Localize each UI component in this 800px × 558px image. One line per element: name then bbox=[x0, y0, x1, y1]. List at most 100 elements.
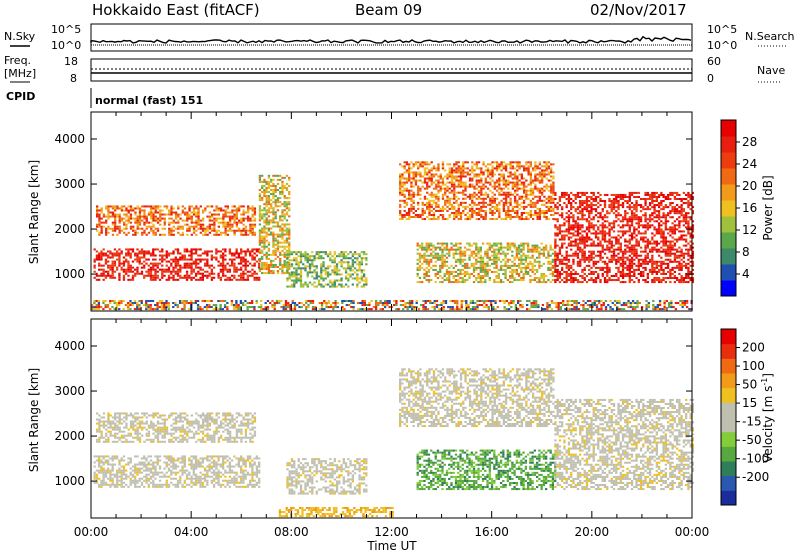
echo-cell bbox=[347, 286, 349, 288]
echo-cell bbox=[103, 226, 105, 228]
echo-cell bbox=[426, 192, 428, 194]
echo-cell bbox=[500, 190, 502, 192]
echo-cell bbox=[656, 243, 658, 245]
echo-cell bbox=[493, 245, 495, 247]
echo-cell bbox=[509, 267, 511, 269]
echo-cell bbox=[302, 284, 304, 286]
echo-cell bbox=[238, 209, 240, 211]
echo-cell bbox=[190, 254, 192, 256]
echo-cell bbox=[424, 188, 426, 190]
echo-cell bbox=[444, 184, 446, 186]
echo-cell bbox=[593, 204, 595, 206]
echo-cell bbox=[658, 249, 660, 251]
echo-cell bbox=[361, 271, 363, 273]
echo-cell bbox=[277, 250, 279, 252]
echo-cell bbox=[193, 261, 195, 263]
echo-cell bbox=[516, 194, 518, 196]
echo-cell bbox=[125, 226, 127, 228]
echo-cell bbox=[410, 210, 412, 212]
echo-cell bbox=[161, 248, 163, 250]
echo-cell bbox=[518, 216, 520, 218]
echo-cell bbox=[642, 208, 644, 210]
echo-cell bbox=[453, 182, 455, 184]
echo-cell bbox=[190, 250, 192, 252]
echo-cell bbox=[629, 234, 631, 236]
echo-cell bbox=[581, 214, 583, 216]
echo-cell bbox=[484, 251, 486, 253]
echo-cell bbox=[309, 263, 311, 265]
echo-cell bbox=[444, 208, 446, 210]
echo-cell bbox=[227, 205, 229, 207]
echo-cell bbox=[622, 257, 624, 259]
echo-cell bbox=[485, 192, 487, 194]
echo-cell bbox=[584, 253, 586, 255]
echo-cell bbox=[98, 224, 100, 226]
echo-cell bbox=[638, 216, 640, 218]
echo-cell bbox=[584, 239, 586, 241]
echo-cell bbox=[554, 241, 556, 243]
echo-cell bbox=[602, 232, 604, 234]
echo-cell bbox=[136, 254, 138, 256]
echo-cell bbox=[277, 221, 279, 223]
echo-cell bbox=[132, 230, 134, 232]
echo-cell bbox=[145, 259, 147, 261]
echo-cell bbox=[464, 271, 466, 273]
echo-cell bbox=[613, 202, 615, 204]
echo-cell bbox=[581, 194, 583, 196]
echo-cell bbox=[259, 189, 261, 191]
echo-cell bbox=[428, 163, 430, 165]
echo-cell bbox=[442, 178, 444, 180]
echo-cell bbox=[520, 261, 522, 263]
echo-cell bbox=[476, 161, 478, 163]
echo-cell bbox=[426, 163, 428, 165]
echo-cell bbox=[356, 263, 358, 265]
echo-cell bbox=[261, 266, 263, 268]
echo-cell bbox=[566, 277, 568, 279]
echo-cell bbox=[539, 188, 541, 190]
echo-cell bbox=[586, 265, 588, 267]
echo-cell bbox=[635, 249, 637, 251]
echo-cell bbox=[561, 239, 563, 241]
echo-cell bbox=[247, 279, 249, 281]
echo-cell bbox=[525, 180, 527, 182]
echo-cell bbox=[152, 234, 154, 236]
echo-cell bbox=[644, 208, 646, 210]
echo-cell bbox=[334, 253, 336, 255]
echo-cell bbox=[651, 212, 653, 214]
echo-cell bbox=[496, 161, 498, 163]
echo-cell bbox=[426, 261, 428, 263]
echo-cell bbox=[365, 282, 367, 284]
echo-cell bbox=[545, 281, 547, 283]
echo-cell bbox=[487, 196, 489, 198]
echo-cell bbox=[152, 230, 154, 232]
echo-cell bbox=[188, 267, 190, 269]
echo-cell bbox=[266, 183, 268, 185]
echo-cell bbox=[496, 186, 498, 188]
echo-cell bbox=[238, 207, 240, 209]
echo-cell bbox=[202, 228, 204, 230]
echo-cell bbox=[163, 271, 165, 273]
echo-cell bbox=[462, 269, 464, 271]
echo-cell bbox=[286, 230, 288, 232]
echo-cell bbox=[478, 202, 480, 204]
echo-cell bbox=[190, 263, 192, 265]
echo-cell bbox=[259, 260, 261, 262]
echo-cell bbox=[455, 265, 457, 267]
echo-cell bbox=[356, 286, 358, 288]
echo-cell bbox=[215, 250, 217, 252]
echo-cell bbox=[121, 218, 123, 220]
echo-cell bbox=[527, 169, 529, 171]
echo-cell bbox=[617, 202, 619, 204]
echo-cell bbox=[478, 204, 480, 206]
echo-cell bbox=[123, 277, 125, 279]
echo-cell bbox=[238, 263, 240, 265]
echo-cell bbox=[644, 202, 646, 204]
echo-cell bbox=[586, 234, 588, 236]
echo-cell bbox=[514, 216, 516, 218]
echo-cell bbox=[419, 173, 421, 175]
echo-cell bbox=[608, 259, 610, 261]
echo-cell bbox=[349, 273, 351, 275]
echo-cell bbox=[170, 218, 172, 220]
echo-cell bbox=[157, 205, 159, 207]
echo-cell bbox=[561, 279, 563, 281]
